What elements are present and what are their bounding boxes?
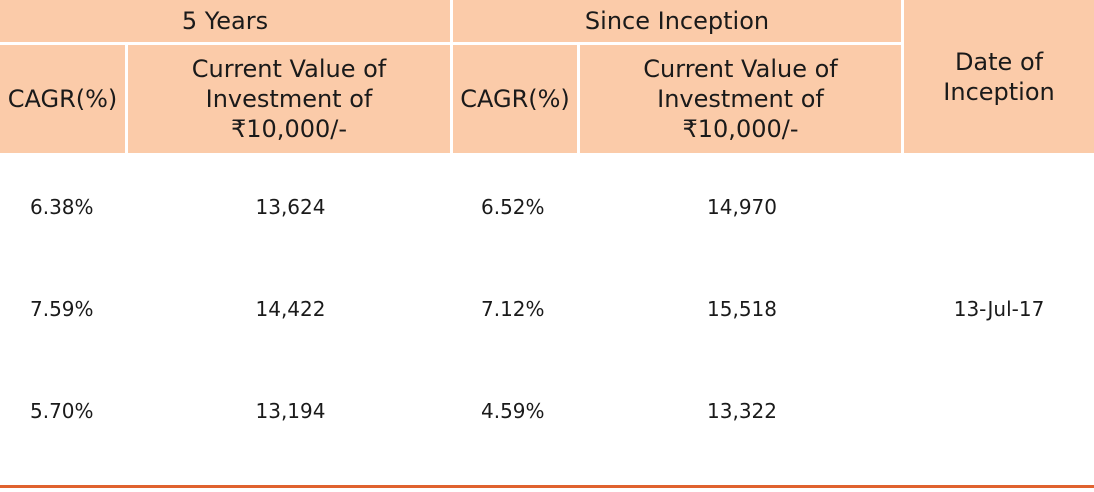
header-value-5y: Current Value of Investment of ₹10,000/- <box>128 45 453 156</box>
value-since-inception-cell: 13,322 <box>707 399 777 423</box>
header-value-since-inception: Current Value of Investment of ₹10,000/- <box>580 45 905 156</box>
value-si-label: Current Value of Investment of ₹10,000/- <box>643 55 838 143</box>
header-5-years: 5 Years <box>0 0 453 45</box>
inception-date-cell: 13-Jul-17 <box>953 297 1045 321</box>
value-since-inception-cell: 14,970 <box>707 195 777 219</box>
header-date-of-inception: Date of Inception <box>904 0 1094 156</box>
cagr-since-inception-cell: 4.59% <box>481 399 545 423</box>
header-cagr-since-inception: CAGR(%) <box>453 45 580 156</box>
performance-table: 5 Years Since Inception Date of Inceptio… <box>0 0 1094 462</box>
cagr-5y-cell: 7.59% <box>30 297 94 321</box>
table-row: 5.70% 13,194 4.59% 13,322 <box>0 360 1094 462</box>
cagr-since-inception-cell: 6.52% <box>481 195 545 219</box>
sub-header-row: CAGR(%) Current Value of Investment of ₹… <box>0 45 1094 156</box>
value-5y-cell: 14,422 <box>255 297 326 321</box>
cagr-since-inception-cell: 7.12% <box>481 297 545 321</box>
value-5y-cell: 13,194 <box>255 399 326 423</box>
header-cagr-5y: CAGR(%) <box>0 45 128 156</box>
cagr-5y-cell: 6.38% <box>30 195 94 219</box>
bottom-rule <box>0 485 1094 488</box>
group-header-row: 5 Years Since Inception Date of Inceptio… <box>0 0 1094 156</box>
value-5y-label: Current Value of Investment of ₹10,000/- <box>191 55 387 143</box>
cagr-5y-cell: 5.70% <box>30 399 94 423</box>
date-of-inception-label: Date of Inception <box>943 47 1055 106</box>
table-row: 7.59% 14,422 7.12% 15,518 <box>0 258 1094 360</box>
header-since-inception: Since Inception <box>453 0 905 45</box>
table-row: 6.38% 13,624 6.52% 14,970 13-Jul-17 <box>0 156 1094 321</box>
value-since-inception-cell: 15,518 <box>707 297 777 321</box>
value-5y-cell: 13,624 <box>255 195 326 219</box>
